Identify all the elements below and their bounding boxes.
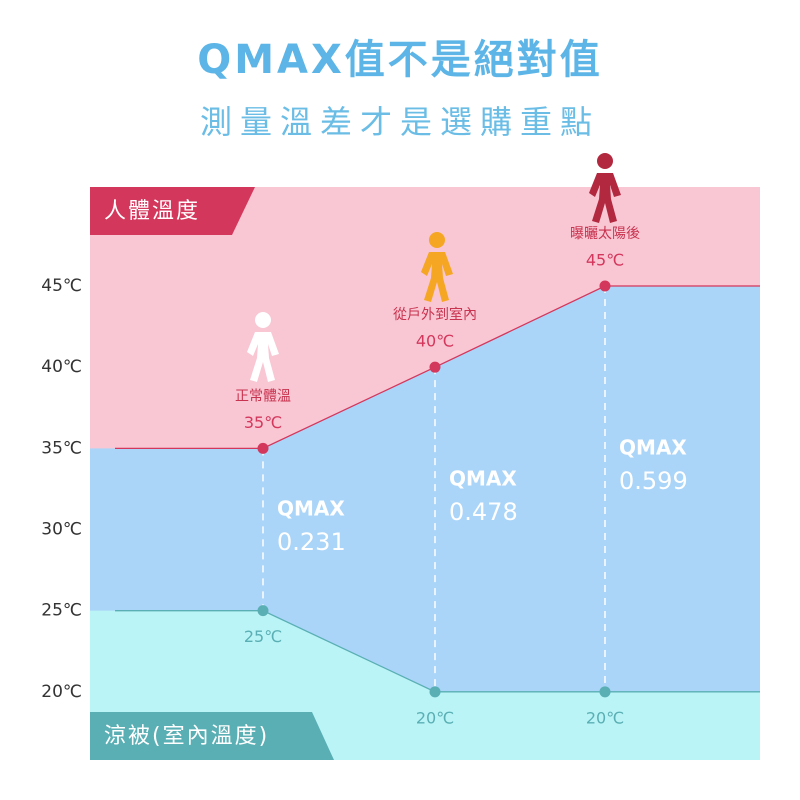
data-point [429,686,441,698]
person-icon [247,312,279,382]
value-label: 20℃ [416,708,454,727]
qmax-label: QMAX [449,467,517,491]
qmax-label: QMAX [277,497,345,521]
legend-banner [90,712,334,760]
legend-banner [90,187,255,235]
person-icon [421,232,453,302]
data-point [599,686,611,698]
y-tick-label: 40℃ [41,357,82,377]
value-label: 40℃ [416,332,454,351]
value-label: 25℃ [244,627,282,646]
icon-body [421,252,453,302]
chart-subtitle: 測量溫差才是選購重點 [200,103,600,141]
qmax-value: 0.599 [619,467,688,495]
icon-body [247,332,279,382]
data-point [429,361,441,373]
icon-head [597,153,613,169]
qmax-value: 0.231 [277,528,346,556]
y-tick-label: 45℃ [41,276,82,296]
person-icon [589,153,621,223]
value-label: 45℃ [586,251,624,270]
y-tick-label: 20℃ [41,682,82,702]
y-tick-label: 25℃ [41,601,82,621]
category-label: 正常體溫 [235,388,291,404]
y-tick-label: 30℃ [41,520,82,540]
icon-head [255,312,271,328]
icon-body [589,173,621,223]
legend-label: 人體溫度 [104,199,200,224]
y-tick-label: 35℃ [41,438,82,458]
data-point [257,605,269,617]
icon-head [429,232,445,248]
qmax-value: 0.478 [449,498,518,526]
category-label: 曝曬太陽後 [570,226,640,242]
data-point [599,280,611,292]
value-label: 20℃ [586,708,624,727]
chart-title: QMAX值不是絕對值 [197,37,603,83]
legend-label: 涼被(室內溫度) [104,724,269,749]
qmax-label: QMAX [619,436,687,460]
category-label: 從戶外到室內 [393,306,477,323]
value-label: 35℃ [244,413,282,432]
data-point [257,442,269,454]
